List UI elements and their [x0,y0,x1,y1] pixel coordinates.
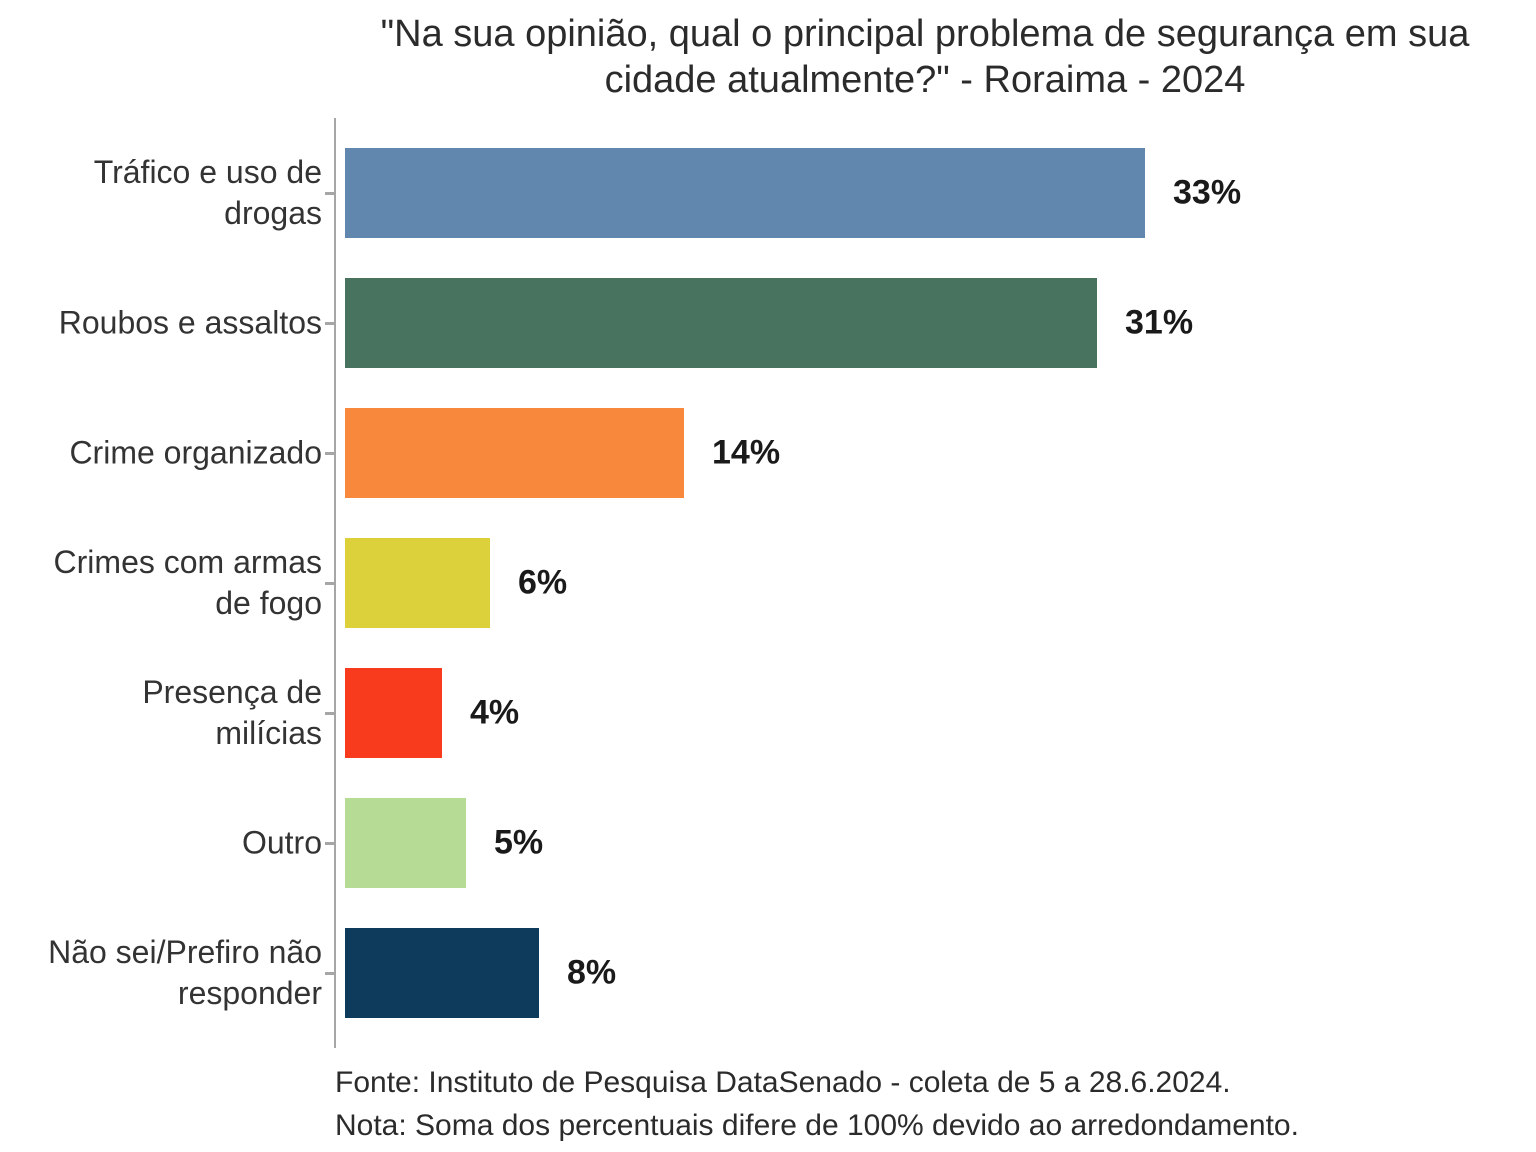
axis-tick [325,322,334,325]
category-label: Roubos e assaltos [58,304,322,341]
bar [345,408,684,498]
value-label: 5% [494,823,544,862]
chart-title: "Na sua opinião, qual o principal proble… [380,13,1470,101]
axis-tick [325,452,334,455]
category-label: Crimes com armas de fogo [53,544,322,621]
y-axis-line [334,118,336,1048]
value-label: 8% [567,953,617,992]
chart-row: Outro 5% [0,778,1536,908]
bar [345,148,1145,238]
source-note: Fonte: Instituto de Pesquisa DataSenado … [335,1066,1231,1099]
value-label: 31% [1125,303,1194,342]
value-label: 4% [470,693,520,732]
chart-row: Não sei/Prefiro não responder 8% [0,908,1536,1038]
axis-tick [325,192,334,195]
chart-row: Tráfico e uso de drogas 33% [0,128,1536,258]
bar [345,278,1097,368]
bar [345,928,539,1018]
category-label: Outro [241,824,322,861]
bar [345,798,466,888]
rounding-note: Nota: Soma dos percentuais difere de 100… [335,1108,1299,1142]
chart-row: Crimes com armas de fogo 6% [0,518,1536,648]
chart-footer: Fonte: Instituto de Pesquisa DataSenado … [335,1062,1299,1147]
bar [345,668,442,758]
chart-row: Crime organizado 14% [0,388,1536,518]
axis-tick [325,972,334,975]
axis-tick [325,842,334,845]
bar [345,538,490,628]
category-label: Presença de milícias [142,674,322,751]
value-label: 33% [1173,173,1242,212]
chart-row: Presença de milícias 4% [0,648,1536,778]
value-label: 6% [518,563,568,602]
value-label: 14% [712,433,781,472]
category-label: Tráfico e uso de drogas [93,154,322,231]
axis-tick [325,582,334,585]
axis-tick [325,712,334,715]
chart-row: Roubos e assaltos 31% [0,258,1536,388]
category-label: Não sei/Prefiro não responder [48,934,322,1011]
category-label: Crime organizado [69,434,322,471]
